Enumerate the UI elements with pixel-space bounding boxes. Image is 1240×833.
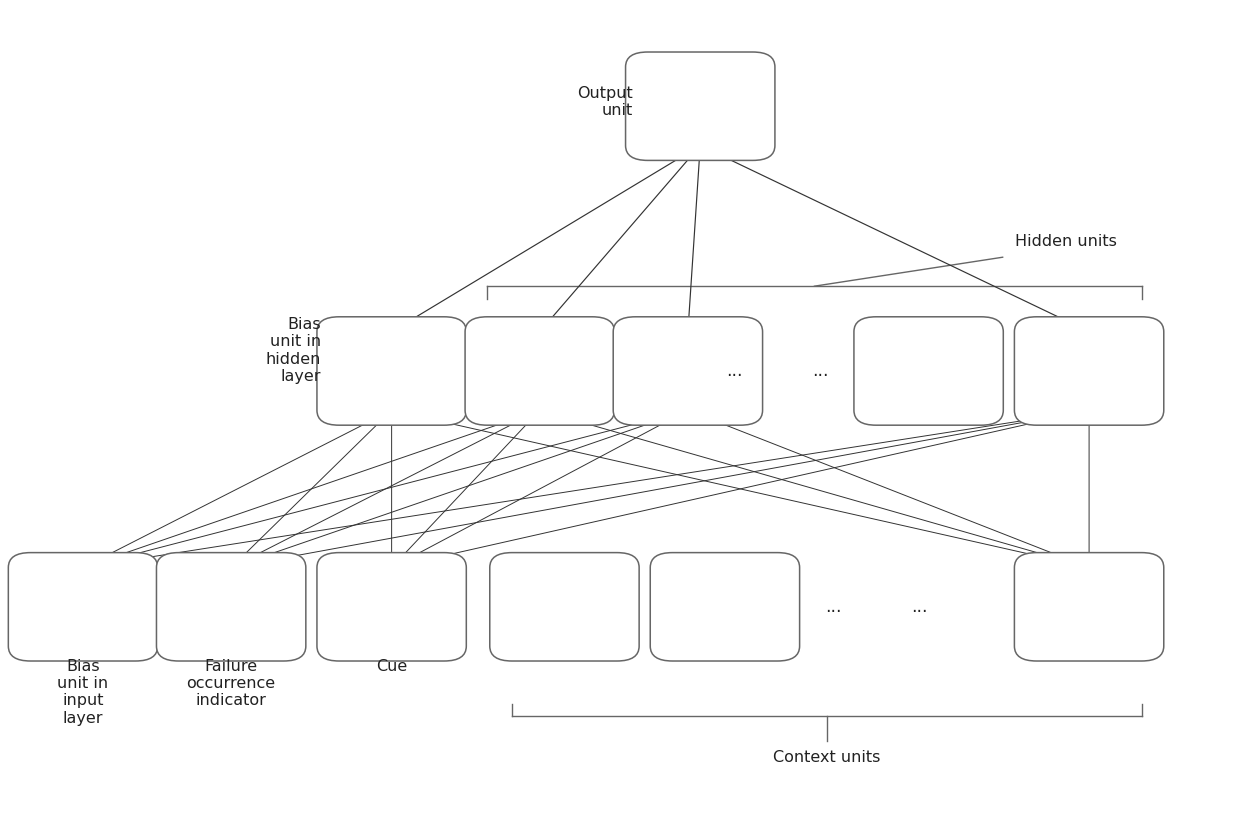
FancyBboxPatch shape <box>156 552 306 661</box>
Text: Bias
unit in
hidden
layer: Bias unit in hidden layer <box>265 317 321 384</box>
FancyBboxPatch shape <box>854 317 1003 425</box>
Text: Cue: Cue <box>376 659 407 674</box>
Text: Output
unit: Output unit <box>577 86 632 118</box>
FancyBboxPatch shape <box>1014 552 1164 661</box>
Text: ...: ... <box>825 598 841 616</box>
Text: ...: ... <box>725 362 743 380</box>
FancyBboxPatch shape <box>1014 317 1164 425</box>
FancyBboxPatch shape <box>9 552 157 661</box>
FancyBboxPatch shape <box>317 552 466 661</box>
Text: Failure
occurrence
indicator: Failure occurrence indicator <box>186 659 275 708</box>
FancyBboxPatch shape <box>465 317 615 425</box>
FancyBboxPatch shape <box>650 552 800 661</box>
Text: Bias
unit in
input
layer: Bias unit in input layer <box>57 659 109 726</box>
Text: ...: ... <box>812 362 828 380</box>
Text: ...: ... <box>911 598 928 616</box>
FancyBboxPatch shape <box>490 552 639 661</box>
FancyBboxPatch shape <box>317 317 466 425</box>
Text: Context units: Context units <box>773 750 880 765</box>
FancyBboxPatch shape <box>625 52 775 161</box>
Text: Hidden units: Hidden units <box>1016 234 1117 249</box>
FancyBboxPatch shape <box>614 317 763 425</box>
